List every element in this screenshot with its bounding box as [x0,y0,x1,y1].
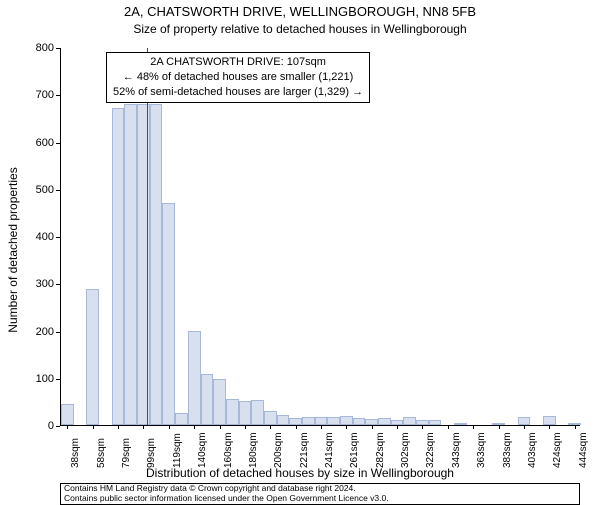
x-tick-label: 38sqm [70,438,81,468]
x-tick [524,425,525,429]
x-tick-label: 403sqm [527,432,538,468]
attribution-box: Contains HM Land Registry data © Crown c… [60,483,580,505]
histogram-bar [403,417,416,426]
annotation-line: 52% of semi-detached houses are larger (… [113,85,363,100]
x-tick [372,425,373,429]
histogram-bar [226,399,239,425]
y-tick [56,284,60,285]
annotation-line: ← 48% of detached houses are smaller (1,… [113,70,363,85]
y-tick-label: 800 [14,42,54,54]
x-tick [118,425,119,429]
histogram-bar [289,418,302,425]
x-tick-label: 343sqm [451,432,462,468]
histogram-bar [315,417,328,426]
x-tick [448,425,449,429]
histogram-bar [378,418,391,425]
chart-container: { "title": "2A, CHATSWORTH DRIVE, WELLIN… [0,0,600,500]
x-tick-label: 119sqm [172,433,183,468]
histogram-bar [264,411,277,425]
x-tick [473,425,474,429]
x-tick [296,425,297,429]
histogram-bar [150,104,163,425]
y-tick [56,426,60,427]
annotation-box: 2A CHATSWORTH DRIVE: 107sqm← 48% of deta… [106,52,370,103]
histogram-bar [124,104,137,425]
histogram-bar [353,418,366,425]
x-tick-label: 58sqm [96,438,107,468]
histogram-bar [239,401,252,425]
y-tick-label: 600 [14,137,54,149]
x-tick-label: 302sqm [400,432,411,468]
histogram-bar [327,417,340,426]
x-tick [270,425,271,429]
x-tick-label: 241sqm [324,432,335,468]
x-tick [549,425,550,429]
y-tick-label: 500 [14,184,54,196]
histogram-bar [277,415,290,425]
chart-subtitle: Size of property relative to detached ho… [0,22,600,36]
histogram-bar [61,404,74,425]
histogram-bar [162,203,175,425]
y-tick [56,190,60,191]
x-tick-label: 424sqm [552,432,563,468]
marker-line [147,48,148,425]
histogram-bar [518,417,531,426]
y-tick [56,48,60,49]
histogram-bar [251,400,264,425]
histogram-bar [188,331,201,426]
x-tick [422,425,423,429]
x-tick [499,425,500,429]
x-tick [194,425,195,429]
x-tick [93,425,94,429]
x-tick-label: 221sqm [299,432,310,468]
y-tick [56,379,60,380]
x-tick-label: 383sqm [502,432,513,468]
histogram-bar [543,416,556,425]
chart-title: 2A, CHATSWORTH DRIVE, WELLINGBOROUGH, NN… [0,4,600,19]
histogram-bar [340,416,353,425]
plot-area: 2A CHATSWORTH DRIVE: 107sqm← 48% of deta… [60,48,580,426]
x-tick [143,425,144,429]
x-tick [397,425,398,429]
histogram-bar [302,417,315,426]
histogram-bar [175,413,188,425]
x-tick [220,425,221,429]
histogram-bar [429,420,442,425]
histogram-bar [454,423,467,425]
x-tick [346,425,347,429]
x-tick [169,425,170,429]
x-tick-label: 140sqm [197,432,208,468]
histogram-bar [86,289,99,425]
x-tick-label: 282sqm [375,432,386,468]
x-axis-label: Distribution of detached houses by size … [0,466,600,480]
x-tick-label: 261sqm [349,432,360,468]
y-tick-label: 100 [14,373,54,385]
x-tick [245,425,246,429]
y-tick [56,237,60,238]
y-tick-label: 0 [14,420,54,432]
x-tick-label: 99sqm [146,438,157,468]
x-tick-label: 200sqm [273,432,284,468]
histogram-bar [201,374,214,425]
x-tick [575,425,576,429]
y-tick-label: 300 [14,278,54,290]
x-tick-label: 444sqm [578,432,589,468]
x-tick-label: 322sqm [425,432,436,468]
y-tick [56,332,60,333]
x-tick [321,425,322,429]
x-tick-label: 363sqm [476,432,487,468]
histogram-bar [213,379,226,425]
attribution-line: Contains public sector information licen… [64,494,576,504]
y-tick [56,143,60,144]
y-tick-label: 700 [14,89,54,101]
x-tick [67,425,68,429]
x-tick-label: 180sqm [248,432,259,468]
y-tick [56,95,60,96]
annotation-line: 2A CHATSWORTH DRIVE: 107sqm [113,55,363,70]
x-tick-label: 79sqm [121,438,132,468]
y-tick-label: 400 [14,231,54,243]
x-tick-label: 160sqm [223,432,234,468]
histogram-bar [112,108,125,425]
y-tick-label: 200 [14,326,54,338]
